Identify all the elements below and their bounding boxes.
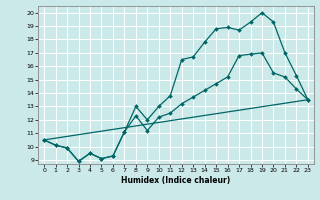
X-axis label: Humidex (Indice chaleur): Humidex (Indice chaleur) <box>121 176 231 185</box>
